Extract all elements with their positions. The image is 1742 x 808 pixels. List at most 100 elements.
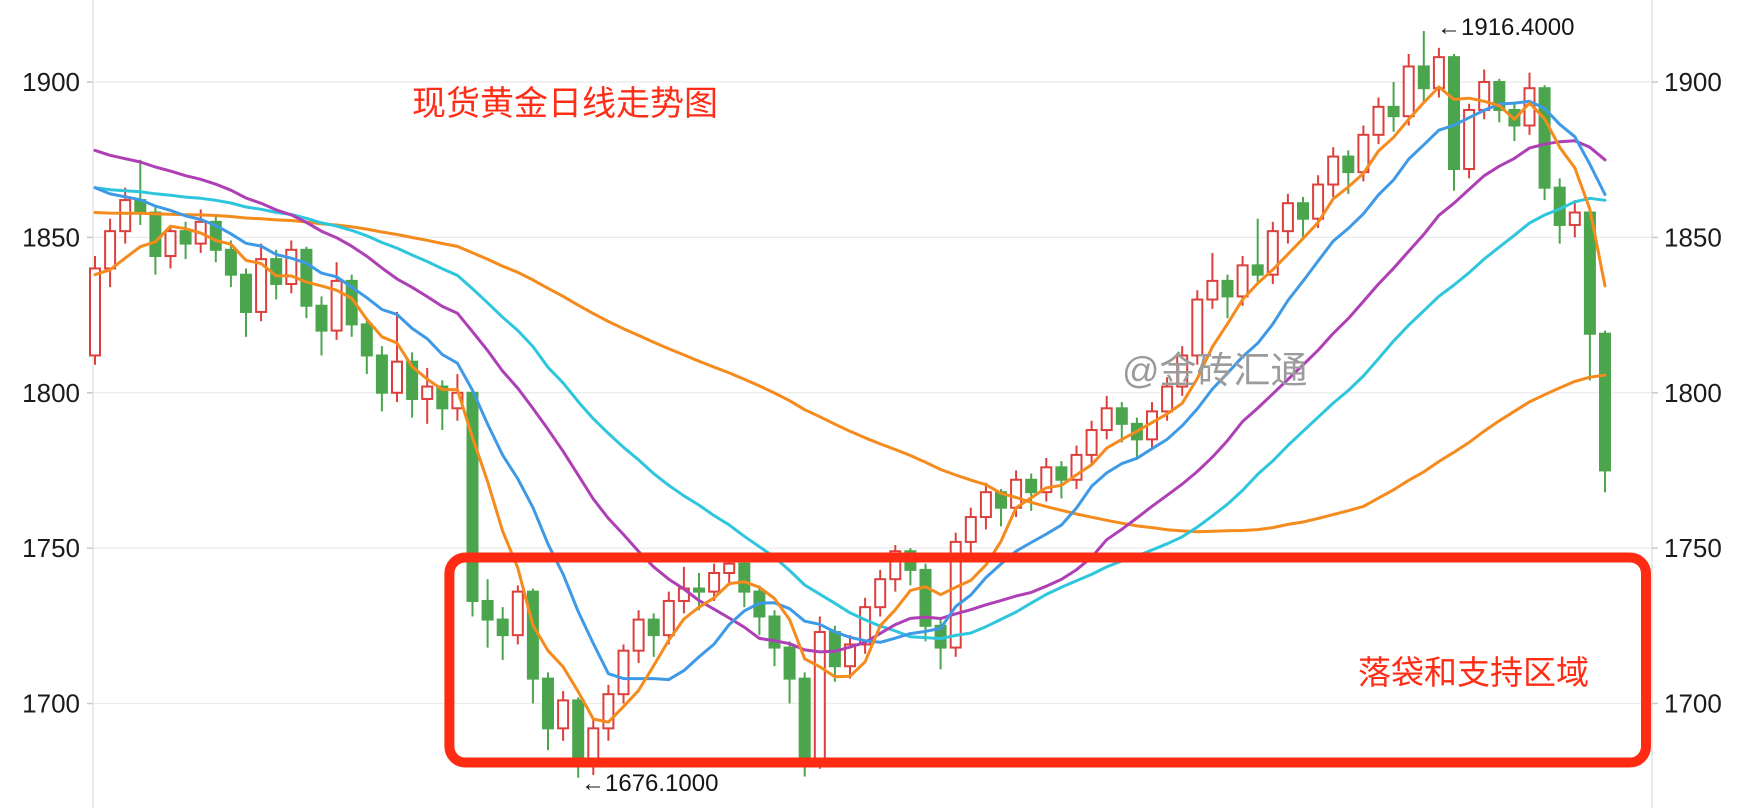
candle-body	[1100, 407, 1113, 432]
candle-body	[375, 354, 388, 394]
candle-body	[511, 590, 524, 637]
candle-body	[979, 491, 992, 519]
candle-body	[723, 562, 736, 574]
candle-body	[1297, 202, 1309, 220]
candle-body	[330, 279, 343, 332]
candle-body	[783, 646, 796, 680]
y-axis-label-right: 1800	[1664, 378, 1722, 408]
candle-body	[1402, 65, 1415, 118]
candle-body	[1493, 81, 1506, 111]
candle-body	[1221, 279, 1234, 298]
candle-body	[119, 199, 132, 233]
support-zone-box	[444, 552, 1651, 768]
candle-body	[964, 516, 977, 543]
high-price-annotation: ←1916.4000	[1437, 14, 1575, 41]
candle-body	[1568, 211, 1581, 226]
candle-body	[209, 220, 222, 251]
candle-body	[1070, 453, 1083, 481]
candle-body	[1176, 354, 1189, 388]
candle-body	[1327, 155, 1340, 186]
candle-body	[557, 699, 570, 730]
y-axis-label-left: 1700	[22, 689, 80, 719]
candle-body	[391, 360, 403, 394]
chart-title: 现货黄金日线走势图	[412, 85, 718, 123]
gridlines: 1900 1900 1850 1850 1800 1800 1750 1750 1700 1700	[22, 67, 1722, 719]
candle-body	[164, 230, 177, 258]
candle-body	[526, 590, 539, 680]
candle-body	[496, 618, 509, 637]
y-axis-label-left: 1750	[22, 533, 80, 563]
candle-body	[602, 693, 615, 730]
candle-body	[738, 562, 751, 593]
candle-body	[285, 248, 298, 285]
candle-body	[149, 211, 162, 258]
candle-body	[104, 230, 117, 270]
candle-body	[1342, 155, 1355, 174]
candle-body	[617, 649, 630, 696]
candle-body	[1463, 108, 1476, 171]
candle-body	[421, 385, 434, 400]
candle-body	[240, 273, 252, 313]
y-axis-label-left: 1900	[22, 67, 80, 97]
candle-body	[1599, 332, 1611, 472]
candlestick-series	[89, 31, 1611, 778]
candle-body	[1085, 429, 1098, 456]
candle-body	[255, 258, 268, 313]
candle-body	[1478, 81, 1491, 111]
candle-body	[662, 599, 675, 637]
candle-body	[798, 677, 811, 761]
candle-body	[949, 540, 962, 649]
candle-body	[1387, 105, 1400, 118]
candle-body	[1010, 478, 1023, 509]
candle-body	[1161, 385, 1174, 413]
candle-body	[587, 727, 600, 761]
ma-line-5	[93, 85, 1607, 724]
candle-body	[1191, 298, 1204, 357]
candle-body	[1312, 183, 1325, 220]
support-zone-label: 落袋和支持区域	[1358, 654, 1589, 691]
candle-body	[1025, 478, 1038, 494]
candle-body	[708, 571, 721, 593]
candle-body	[1206, 279, 1219, 301]
candle-body	[1448, 56, 1460, 171]
candle-body	[1266, 230, 1279, 276]
candle-body	[179, 230, 192, 245]
ma-line-30	[93, 186, 1607, 641]
candle-body	[768, 615, 781, 649]
candle-body	[1115, 407, 1128, 425]
candle-body	[1538, 87, 1551, 189]
candle-body	[1372, 105, 1385, 136]
candle-body	[1417, 65, 1430, 90]
y-axis-label-left: 1800	[22, 378, 80, 408]
candle-body	[693, 587, 705, 593]
candle-body	[1236, 264, 1249, 298]
ma-line-20	[93, 139, 1607, 654]
candle-body	[224, 248, 237, 276]
candle-body	[1251, 264, 1264, 276]
y-axis-label-right: 1750	[1664, 533, 1722, 563]
candle-body	[647, 618, 660, 637]
ma-line-10	[93, 99, 1607, 682]
candle-body	[1040, 466, 1053, 494]
candle-body	[572, 699, 585, 761]
candle-body	[89, 267, 101, 357]
candle-body	[1055, 466, 1068, 481]
y-axis-label-right: 1900	[1664, 67, 1722, 97]
candle-body	[300, 248, 313, 307]
candle-body	[844, 643, 856, 668]
candle-body	[874, 578, 887, 609]
y-axis-label-right: 1850	[1664, 222, 1722, 252]
candle-body	[632, 618, 645, 652]
y-axis-label-left: 1850	[22, 222, 80, 252]
candle-body	[345, 279, 358, 326]
watermark: @金砖汇通	[1122, 350, 1308, 391]
candle-body	[360, 323, 373, 357]
candle-body	[436, 385, 449, 410]
y-axis-label-right: 1700	[1664, 689, 1722, 719]
candle-body	[406, 360, 419, 400]
candle-body	[542, 677, 554, 730]
candle-body	[919, 568, 932, 627]
candle-body	[1432, 56, 1445, 90]
